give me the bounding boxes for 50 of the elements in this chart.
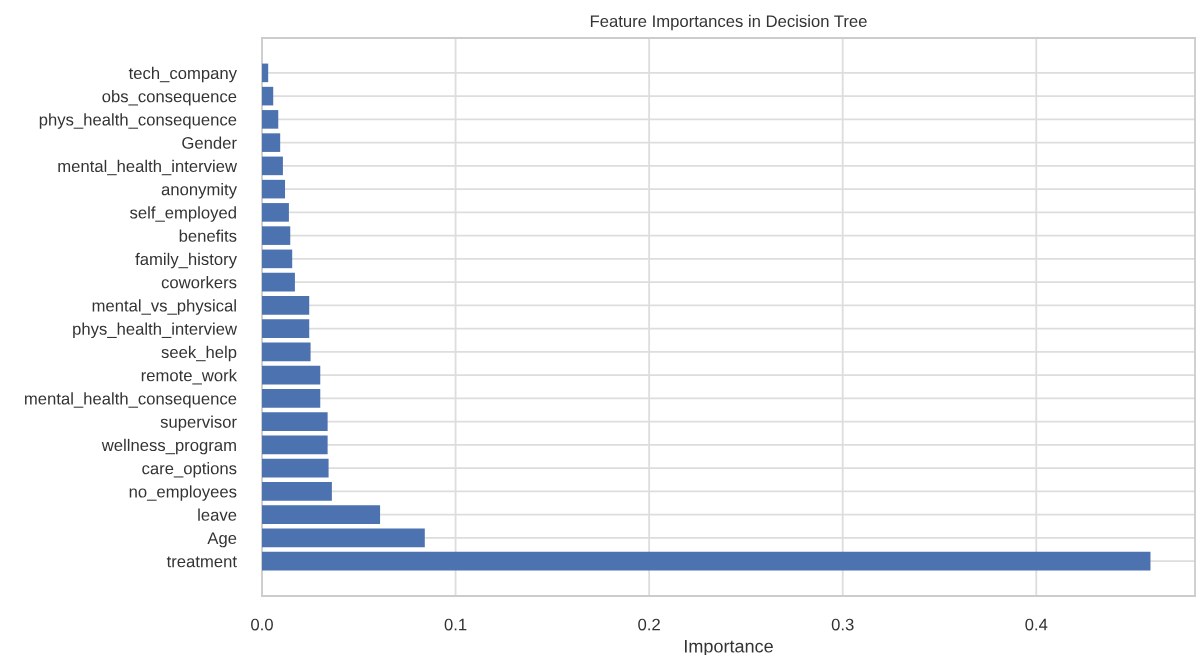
bar — [262, 226, 291, 245]
y-tick-label: self_employed — [130, 206, 236, 222]
bar — [262, 458, 329, 478]
chart-title: Feature Importances in Decision Tree — [590, 14, 867, 31]
bar — [262, 156, 283, 176]
bar — [262, 435, 328, 455]
bar — [262, 342, 311, 362]
y-tick-label: obs_consequence — [102, 90, 237, 106]
y-tick-label: mental_vs_physical — [92, 299, 236, 315]
y-tick-label: benefits — [179, 229, 237, 242]
y-tick-label: Age — [207, 532, 237, 548]
bar — [262, 272, 295, 292]
y-tick-label: remote_work — [141, 369, 238, 385]
x-tick-label: 0.3 — [831, 618, 854, 631]
bar — [262, 133, 281, 152]
x-tick-label: 0.0 — [251, 618, 273, 631]
bar — [262, 249, 293, 269]
y-tick-label: supervisor — [160, 415, 237, 432]
x-tick-label: 0.1 — [444, 618, 467, 631]
bar — [262, 505, 381, 524]
bar — [262, 63, 269, 83]
bar — [262, 551, 1151, 571]
y-tick-label: leave — [198, 508, 237, 521]
bar — [262, 203, 289, 222]
bar — [262, 110, 279, 129]
bar — [262, 365, 321, 385]
bar — [262, 389, 321, 408]
bar — [262, 86, 274, 106]
bar — [262, 319, 310, 338]
bar — [262, 528, 425, 548]
y-tick-label: mental_health_consequence — [25, 392, 237, 408]
y-tick-label: tech_company — [128, 66, 237, 83]
y-tick-label: family_history — [135, 252, 237, 269]
y-tick-label: no_employees — [129, 485, 237, 501]
y-tick-label: phys_health_interview — [73, 322, 238, 339]
y-tick-label: phys_health_consequence — [39, 113, 237, 129]
y-tick-label: Gender — [182, 136, 237, 149]
y-tick-label: mental_health_interview — [58, 159, 238, 176]
y-tick-label: wellness_program — [101, 438, 236, 455]
bar — [262, 179, 286, 199]
bar — [262, 482, 332, 501]
y-tick-label: seek_help — [161, 345, 237, 362]
y-tick-label: coworkers — [161, 276, 237, 289]
y-tick-label: treatment — [166, 556, 237, 568]
bar — [262, 296, 310, 315]
x-tick-label: 0.2 — [638, 618, 660, 631]
bar — [262, 412, 328, 431]
y-tick-label: care_options — [142, 462, 237, 478]
y-tick-label: anonymity — [161, 183, 237, 199]
x-tick-label: 0.4 — [1025, 618, 1048, 631]
